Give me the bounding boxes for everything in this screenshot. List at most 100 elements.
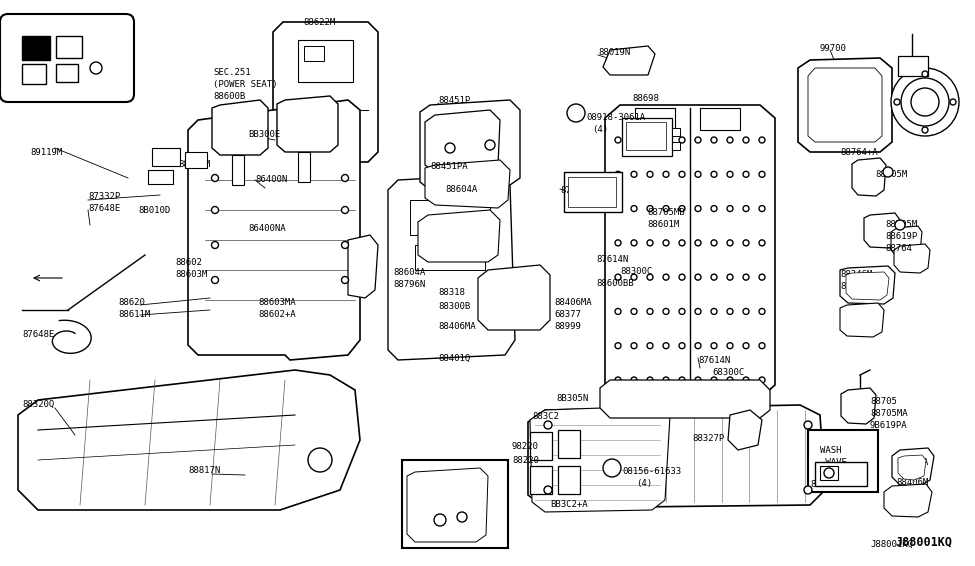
Circle shape <box>615 240 621 246</box>
Bar <box>626 122 666 150</box>
Circle shape <box>663 308 669 315</box>
Circle shape <box>615 205 621 212</box>
Circle shape <box>615 377 621 383</box>
Bar <box>56 36 82 58</box>
Text: B: B <box>609 464 614 473</box>
Polygon shape <box>808 68 882 142</box>
Polygon shape <box>188 100 360 360</box>
Text: B: B <box>573 109 578 118</box>
Circle shape <box>647 205 653 212</box>
Circle shape <box>615 171 621 177</box>
Text: -WAVE: -WAVE <box>820 458 847 467</box>
Polygon shape <box>277 96 338 152</box>
Circle shape <box>695 274 701 280</box>
Text: 88602+A: 88602+A <box>258 310 295 319</box>
Bar <box>410 200 490 235</box>
Circle shape <box>647 240 653 246</box>
Circle shape <box>711 274 717 280</box>
Circle shape <box>891 68 959 136</box>
Text: 87614N: 87614N <box>698 356 730 365</box>
Circle shape <box>631 274 637 280</box>
Text: 86400NA: 86400NA <box>248 224 286 233</box>
Circle shape <box>679 343 685 349</box>
Polygon shape <box>728 410 762 450</box>
Polygon shape <box>852 158 886 196</box>
Circle shape <box>647 171 653 177</box>
Circle shape <box>727 137 733 143</box>
Bar <box>152 148 180 166</box>
Text: 88451PA: 88451PA <box>430 162 468 171</box>
Circle shape <box>695 137 701 143</box>
Text: (POWER SEAT): (POWER SEAT) <box>213 80 278 89</box>
Polygon shape <box>841 388 876 424</box>
Polygon shape <box>894 244 930 273</box>
Bar <box>232 155 244 185</box>
Circle shape <box>759 171 765 177</box>
Circle shape <box>326 144 334 152</box>
Circle shape <box>695 308 701 315</box>
Polygon shape <box>605 105 775 398</box>
Circle shape <box>711 308 717 315</box>
Circle shape <box>212 174 218 182</box>
Polygon shape <box>846 272 889 300</box>
Polygon shape <box>892 448 934 486</box>
Circle shape <box>663 171 669 177</box>
Circle shape <box>212 207 218 213</box>
Text: 88705MA: 88705MA <box>870 409 908 418</box>
Polygon shape <box>798 58 892 152</box>
Circle shape <box>615 308 621 315</box>
Circle shape <box>647 274 653 280</box>
Text: 88698: 88698 <box>632 94 659 103</box>
Text: 68377: 68377 <box>554 310 581 319</box>
Text: 88603MA: 88603MA <box>258 298 295 307</box>
Circle shape <box>711 377 717 383</box>
Text: 88619P: 88619P <box>840 282 873 291</box>
Text: 88705M: 88705M <box>875 170 908 179</box>
Bar <box>672 128 680 136</box>
Circle shape <box>727 205 733 212</box>
Bar <box>622 118 672 156</box>
Circle shape <box>743 171 749 177</box>
Circle shape <box>544 486 552 494</box>
Circle shape <box>711 205 717 212</box>
Circle shape <box>759 308 765 315</box>
Text: 88604A: 88604A <box>393 268 425 277</box>
Polygon shape <box>388 175 515 360</box>
Circle shape <box>341 207 348 213</box>
Text: 88346M: 88346M <box>840 270 873 279</box>
Text: 68430Q: 68430Q <box>840 74 873 83</box>
Circle shape <box>727 240 733 246</box>
Circle shape <box>901 78 949 126</box>
Circle shape <box>615 343 621 349</box>
Circle shape <box>922 71 928 77</box>
Text: BB3C2+A: BB3C2+A <box>550 500 588 509</box>
Polygon shape <box>530 406 670 512</box>
Text: 88327P: 88327P <box>692 434 724 443</box>
Polygon shape <box>273 22 378 162</box>
Text: 88604A: 88604A <box>896 458 928 467</box>
Text: 88320Q: 88320Q <box>22 400 55 409</box>
Polygon shape <box>528 405 825 508</box>
Circle shape <box>743 308 749 315</box>
Circle shape <box>212 242 218 248</box>
Circle shape <box>679 274 685 280</box>
Circle shape <box>615 274 621 280</box>
Polygon shape <box>600 380 770 418</box>
Text: 88999: 88999 <box>554 322 581 331</box>
Polygon shape <box>884 484 932 517</box>
Text: 88611M: 88611M <box>118 310 150 319</box>
Bar <box>185 152 207 168</box>
Circle shape <box>759 274 765 280</box>
Polygon shape <box>425 160 510 208</box>
Circle shape <box>663 137 669 143</box>
Circle shape <box>695 377 701 383</box>
Circle shape <box>631 171 637 177</box>
Circle shape <box>341 242 348 248</box>
Circle shape <box>679 205 685 212</box>
Bar <box>808 430 878 492</box>
Text: 88300B: 88300B <box>438 302 470 311</box>
Text: 87306M: 87306M <box>560 186 592 195</box>
Polygon shape <box>18 370 360 510</box>
Text: J88001KQ: J88001KQ <box>895 535 952 548</box>
Bar <box>530 432 552 460</box>
